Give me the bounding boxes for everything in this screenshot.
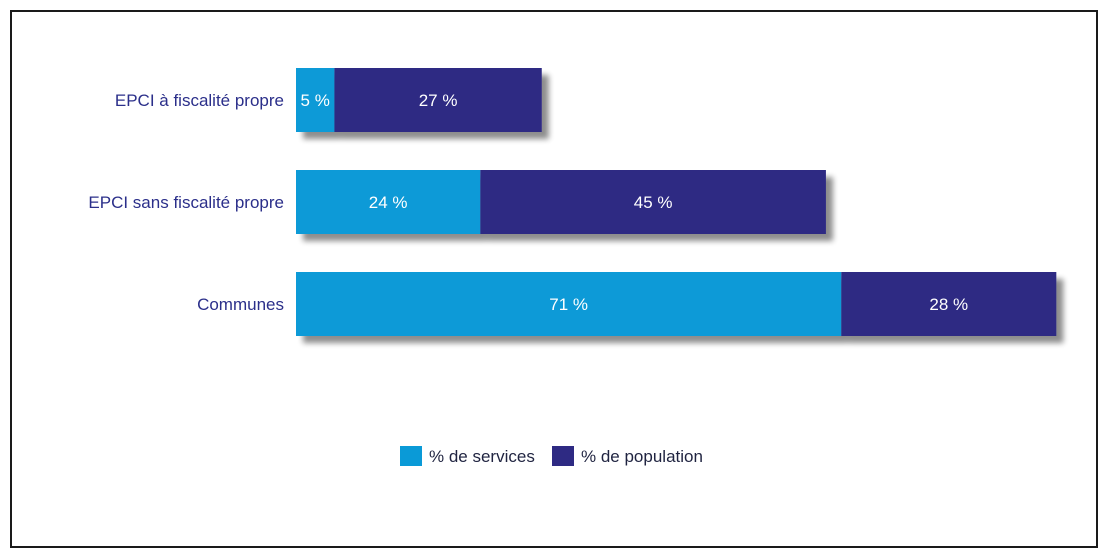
data-label: 5 % (301, 91, 330, 110)
bar-services (296, 68, 335, 132)
category-label: EPCI à fiscalité propre (115, 91, 284, 110)
data-label: 24 % (369, 193, 408, 212)
data-label: 71 % (549, 295, 588, 314)
data-label: 45 % (634, 193, 673, 212)
bar-group (296, 170, 826, 234)
legend-swatch-services (400, 446, 422, 466)
bar-services (296, 170, 481, 234)
bar-population (480, 170, 826, 234)
labels-layer: EPCI à fiscalité propre 5 % 27 % EPCI sans … (88, 91, 968, 314)
data-label: 27 % (419, 91, 458, 110)
legend-label: % de services (429, 447, 535, 466)
bar-services (296, 272, 842, 336)
bar-group (296, 68, 542, 132)
category-label: EPCI sans fiscalité propre (88, 193, 284, 212)
bar-population (841, 272, 1057, 336)
bars-layer (296, 68, 1057, 336)
bar-group (296, 272, 1057, 336)
bar-population (334, 68, 542, 132)
legend-swatch-population (552, 446, 574, 466)
legend: % de services % de population (400, 446, 703, 466)
data-label: 28 % (929, 295, 968, 314)
legend-label: % de population (581, 447, 703, 466)
category-label: Communes (197, 295, 284, 314)
